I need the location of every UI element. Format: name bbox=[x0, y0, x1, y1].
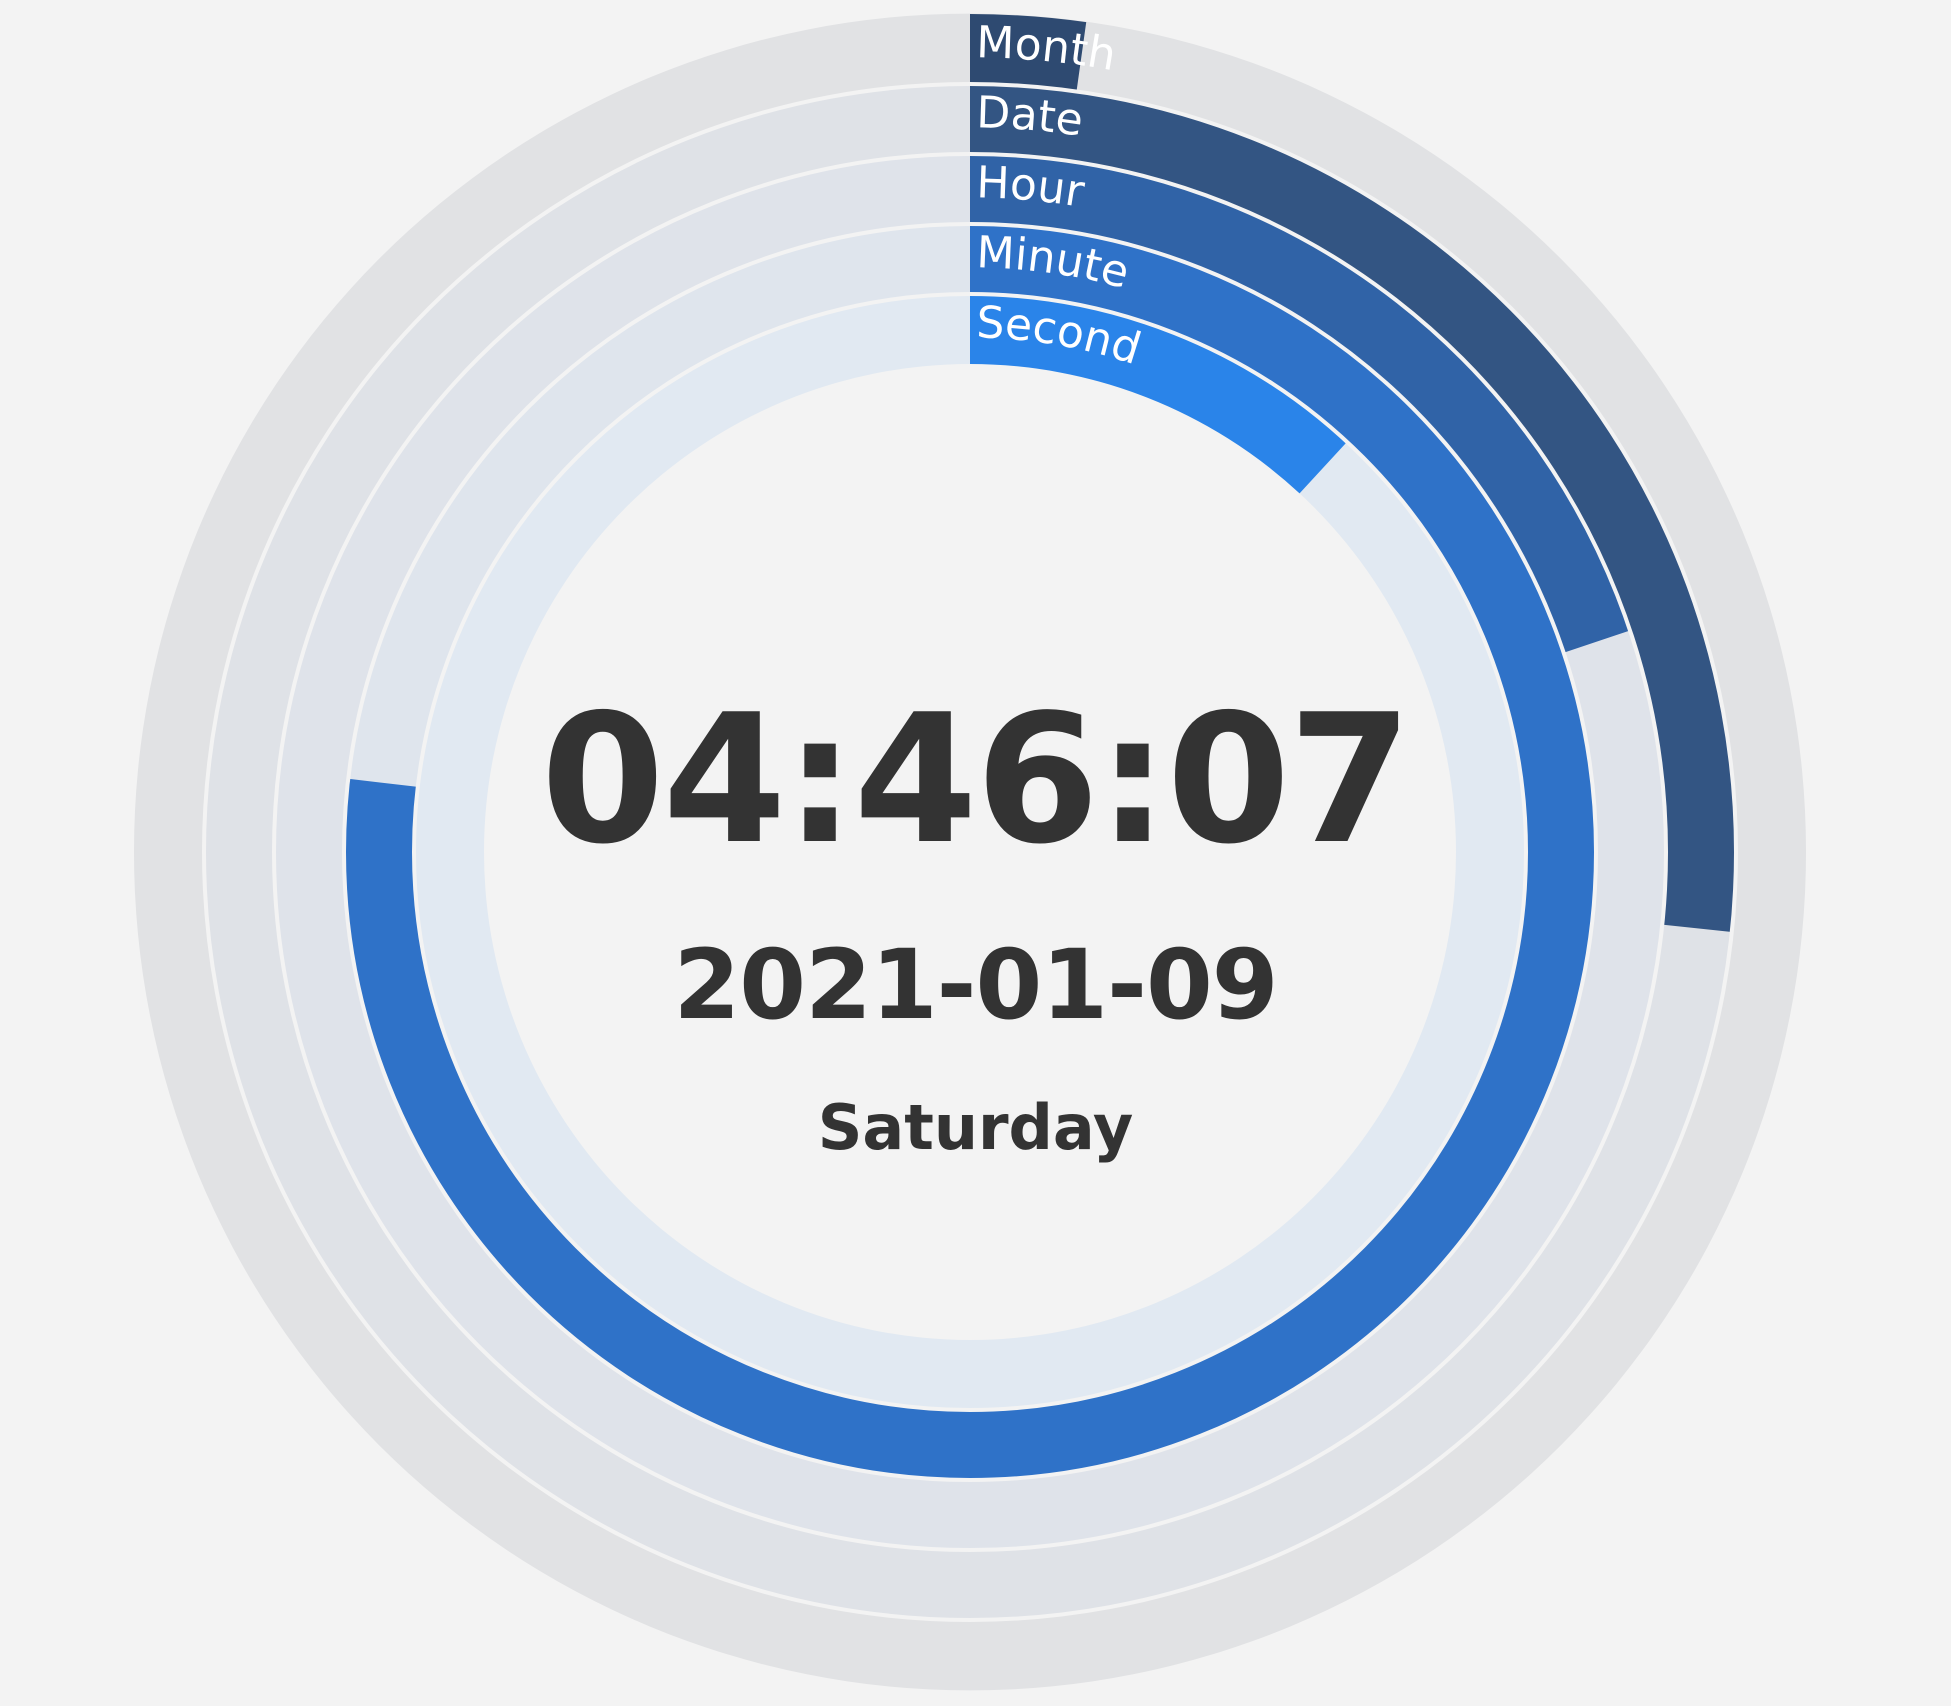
arc-second bbox=[970, 294, 1348, 494]
label-hour: Hour bbox=[976, 157, 1089, 218]
date-display: 2021-01-09 bbox=[673, 929, 1278, 1041]
separator-minute bbox=[412, 292, 1528, 1412]
arc-month bbox=[970, 14, 1087, 92]
separator-month bbox=[202, 82, 1738, 1622]
arc-hour bbox=[970, 154, 1631, 653]
weekday-display: Saturday bbox=[817, 1091, 1134, 1164]
separator-date bbox=[272, 152, 1668, 1552]
ring-arcs bbox=[344, 14, 1737, 1481]
arc-date bbox=[970, 84, 1737, 932]
time-display: 04:46:07 bbox=[540, 676, 1412, 883]
label-date: Date bbox=[976, 87, 1087, 146]
separator-hour bbox=[342, 222, 1598, 1482]
ring-separators bbox=[202, 82, 1738, 1622]
